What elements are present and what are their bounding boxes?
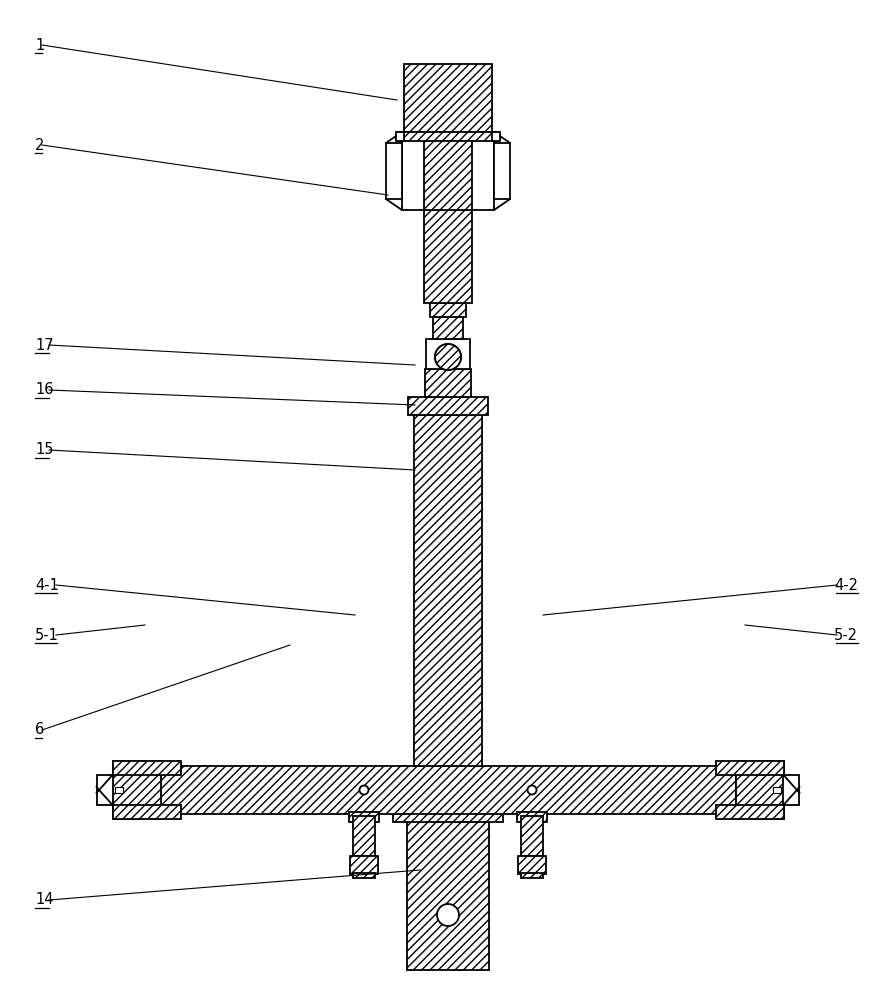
Bar (521, 816, 543, 856)
Bar (353, 816, 375, 856)
Circle shape (528, 786, 537, 794)
Text: 15: 15 (35, 442, 54, 458)
Bar (518, 856, 546, 874)
Bar (397, 132, 499, 141)
Circle shape (437, 904, 459, 926)
Bar (716, 761, 783, 775)
Text: 14: 14 (35, 892, 54, 908)
Bar (773, 787, 781, 793)
Bar (521, 873, 543, 878)
Bar (350, 856, 378, 874)
Bar (393, 772, 503, 822)
Circle shape (435, 344, 461, 370)
Text: 6: 6 (35, 722, 44, 738)
Bar (353, 873, 375, 878)
Bar (425, 369, 471, 397)
Text: 16: 16 (35, 382, 54, 397)
Bar (407, 822, 489, 970)
Bar (113, 761, 180, 775)
Bar (494, 143, 510, 199)
Bar (433, 317, 463, 339)
Bar (783, 775, 799, 805)
Bar (716, 805, 783, 819)
Text: 2: 2 (35, 137, 45, 152)
Bar (430, 303, 466, 317)
Bar (396, 132, 404, 141)
Bar (349, 812, 379, 822)
Bar (115, 787, 123, 793)
Circle shape (359, 786, 368, 794)
Bar (402, 132, 494, 210)
Bar (386, 143, 402, 199)
Bar (160, 766, 736, 814)
Bar (424, 132, 472, 210)
Bar (424, 210, 472, 303)
Bar (113, 761, 160, 819)
Text: 17: 17 (35, 338, 54, 353)
Bar (492, 132, 500, 141)
Text: 5-2: 5-2 (834, 628, 858, 643)
Bar (97, 775, 113, 805)
Bar (517, 812, 547, 822)
Text: 4-1: 4-1 (35, 578, 59, 592)
Text: 1: 1 (35, 37, 44, 52)
Bar (408, 397, 488, 415)
Bar (736, 761, 783, 819)
Bar (404, 64, 492, 132)
Text: 5-1: 5-1 (35, 628, 59, 643)
Bar (426, 339, 470, 369)
Circle shape (435, 344, 461, 370)
Bar (113, 805, 180, 819)
Text: 4-2: 4-2 (834, 578, 858, 592)
Bar (414, 415, 482, 766)
